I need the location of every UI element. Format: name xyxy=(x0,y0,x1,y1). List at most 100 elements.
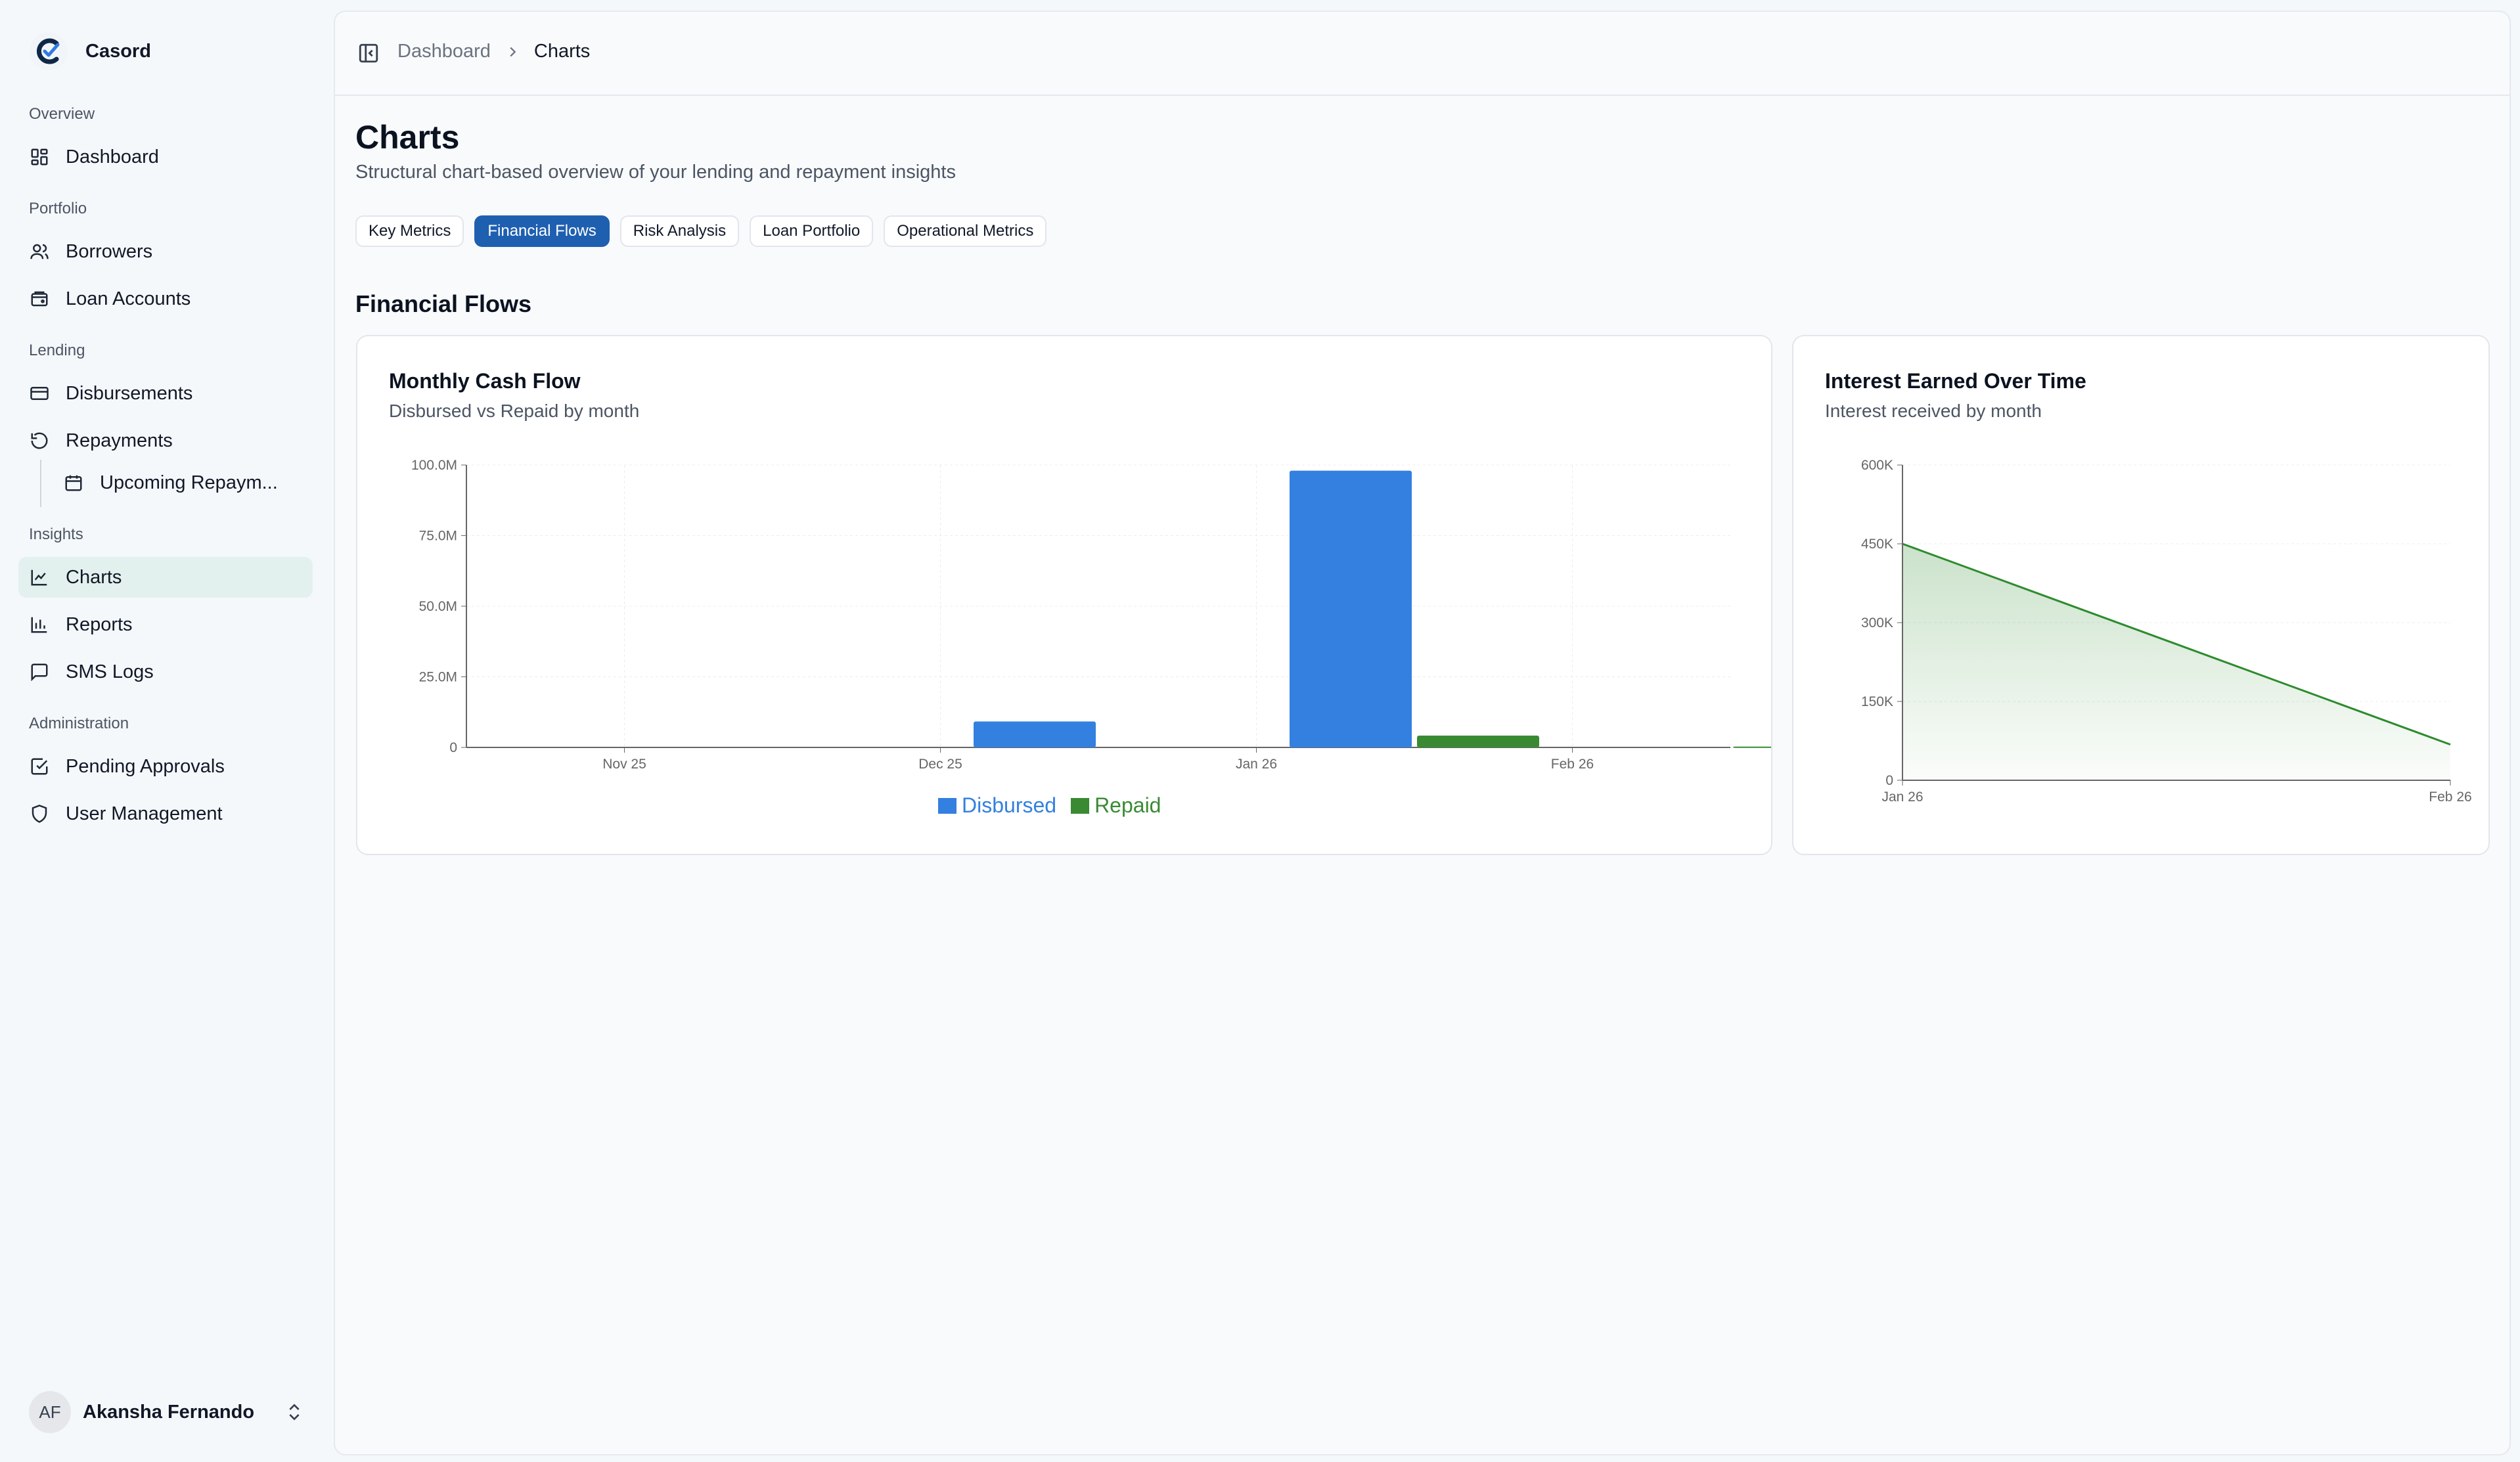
interest-area xyxy=(1902,544,2450,780)
credit-card-icon xyxy=(29,383,50,404)
section-portfolio: Portfolio xyxy=(29,200,87,217)
chevron-right-icon xyxy=(510,47,516,56)
legend-swatch xyxy=(1071,797,1090,814)
card-subtitle: Disbursed vs Repaid by month xyxy=(389,401,640,421)
submenu-guide-line xyxy=(40,460,41,507)
sidebar-item-label: SMS Logs xyxy=(66,661,154,682)
sidebar-item-borrowers[interactable]: Borrowers xyxy=(18,231,313,272)
calendar-icon xyxy=(63,472,84,493)
sidebar-item-label: Loan Accounts xyxy=(66,288,191,309)
users-icon xyxy=(29,241,50,262)
tab-risk-analysis[interactable]: Risk Analysis xyxy=(619,215,740,247)
x-tick-label: Nov 25 xyxy=(602,757,646,772)
card-title: Interest Earned Over Time xyxy=(1825,369,2086,393)
wallet-icon xyxy=(29,288,50,309)
sidebar-item-label: Pending Approvals xyxy=(66,755,225,777)
y-tick-label: 0 xyxy=(1885,773,1893,788)
interest-line xyxy=(1902,543,2451,746)
bar-disbursed xyxy=(974,721,1096,747)
y-tick-label: 25.0M xyxy=(419,670,457,685)
x-tick-label: Jan 26 xyxy=(1881,789,1923,805)
sidebar-item-reports[interactable]: Reports xyxy=(18,604,313,645)
tab-financial-flows[interactable]: Financial Flows xyxy=(474,215,610,247)
tab-key-metrics[interactable]: Key Metrics xyxy=(355,215,464,247)
card-subtitle: Interest received by month xyxy=(1825,401,2042,421)
bar-disbursed xyxy=(1290,470,1412,747)
breadcrumb: Dashboard Charts xyxy=(397,41,590,62)
card-title: Monthly Cash Flow xyxy=(389,369,581,393)
section-title: Financial Flows xyxy=(355,290,532,317)
sidebar-item-pending-approvals[interactable]: Pending Approvals xyxy=(18,746,313,787)
user-name: Akansha Fernando xyxy=(83,1401,255,1423)
sidebar-toggle-icon[interactable] xyxy=(357,42,380,64)
y-tick-label: 300K xyxy=(1861,615,1893,631)
sidebar-item-label: Charts xyxy=(66,566,122,588)
message-square-icon xyxy=(29,661,50,682)
section-overview: Overview xyxy=(29,105,95,123)
chart-tabs: Key Metrics Financial Flows Risk Analysi… xyxy=(355,215,1047,247)
user-menu[interactable]: AF Akansha Fernando xyxy=(29,1391,305,1433)
grid-icon xyxy=(29,146,50,167)
chart-legend: Disbursed Repaid xyxy=(938,793,1161,818)
page-subtitle: Structural chart-based overview of your … xyxy=(355,162,956,183)
casord-logo-icon xyxy=(30,32,68,70)
chevrons-up-down-icon[interactable] xyxy=(284,1402,305,1423)
sidebar-item-label: Upcoming Repaym... xyxy=(100,472,278,493)
monthly-cash-flow-chart: 0 25.0M 50.0M 75.0M 100.0M Nov 25 Dec 25 Jan 26… xyxy=(411,458,1771,772)
sidebar-item-charts[interactable]: Charts xyxy=(18,557,313,598)
monthly-cash-flow-card: Monthly Cash Flow Disbursed vs Repaid by… xyxy=(356,335,1772,855)
sidebar: Casord Overview Dashboard Portfolio Borr… xyxy=(0,0,330,1462)
section-insights: Insights xyxy=(29,525,83,543)
sidebar-item-label: Reports xyxy=(66,613,133,635)
x-tick-label: Jan 26 xyxy=(1236,757,1277,772)
sidebar-item-label: Borrowers xyxy=(66,240,153,262)
interest-earned-card: Interest Earned Over Time Interest recei… xyxy=(1792,335,2490,855)
sidebar-item-dashboard[interactable]: Dashboard xyxy=(18,137,313,177)
bar-chart-icon xyxy=(29,614,50,635)
sidebar-item-repayments[interactable]: Repayments xyxy=(18,420,313,461)
shield-icon xyxy=(29,803,50,824)
y-tick-label: 75.0M xyxy=(419,529,457,544)
y-tick-label: 450K xyxy=(1861,537,1893,552)
page-title: Charts xyxy=(355,119,460,156)
main-panel: Dashboard Charts Charts Structural chart… xyxy=(334,11,2511,1455)
interest-earned-chart: 0 150K 300K 450K 600K Jan 26 Feb 26 xyxy=(1861,458,2472,805)
legend-item-disbursed[interactable]: Disbursed xyxy=(938,793,1056,818)
y-tick-label: 150K xyxy=(1861,694,1893,709)
x-tick-label: Feb 26 xyxy=(1551,757,1594,772)
sidebar-item-upcoming-repayments[interactable]: Upcoming Repaym... xyxy=(53,462,313,503)
tab-operational-metrics[interactable]: Operational Metrics xyxy=(884,215,1047,247)
y-tick-label: 100.0M xyxy=(411,458,457,473)
legend-swatch xyxy=(938,797,956,814)
x-tick-label: Feb 26 xyxy=(2429,789,2471,805)
tab-loan-portfolio[interactable]: Loan Portfolio xyxy=(750,215,874,247)
breadcrumb-current: Charts xyxy=(533,41,591,62)
sidebar-item-user-management[interactable]: User Management xyxy=(18,793,313,834)
app-name: Casord xyxy=(85,40,151,62)
section-lending: Lending xyxy=(29,342,85,359)
sidebar-item-loan-accounts[interactable]: Loan Accounts xyxy=(18,278,313,319)
breadcrumb-dashboard[interactable]: Dashboard xyxy=(397,41,491,62)
bar-repaid xyxy=(1733,746,1771,748)
avatar: AF xyxy=(29,1391,71,1433)
brand[interactable]: Casord xyxy=(29,32,151,71)
legend-item-repaid[interactable]: Repaid xyxy=(1071,793,1161,818)
legend-label: Repaid xyxy=(1094,793,1161,817)
sidebar-item-sms-logs[interactable]: SMS Logs xyxy=(18,652,313,692)
y-tick-label: 50.0M xyxy=(419,599,457,614)
section-administration: Administration xyxy=(29,715,129,732)
line-chart-icon xyxy=(29,567,50,588)
x-tick-label: Dec 25 xyxy=(918,757,962,772)
topbar: Dashboard Charts xyxy=(335,12,2509,96)
sidebar-item-label: Dashboard xyxy=(66,146,159,167)
sidebar-item-label: User Management xyxy=(66,803,223,824)
y-tick-label: 0 xyxy=(449,740,457,755)
bar-repaid xyxy=(1417,735,1539,747)
y-tick-label: 600K xyxy=(1861,458,1893,473)
rotate-ccw-icon xyxy=(29,430,50,451)
check-square-icon xyxy=(29,756,50,777)
sidebar-item-label: Disbursements xyxy=(66,382,193,404)
legend-label: Disbursed xyxy=(962,793,1057,817)
sidebar-item-disbursements[interactable]: Disbursements xyxy=(18,373,313,414)
sidebar-item-label: Repayments xyxy=(66,430,173,451)
